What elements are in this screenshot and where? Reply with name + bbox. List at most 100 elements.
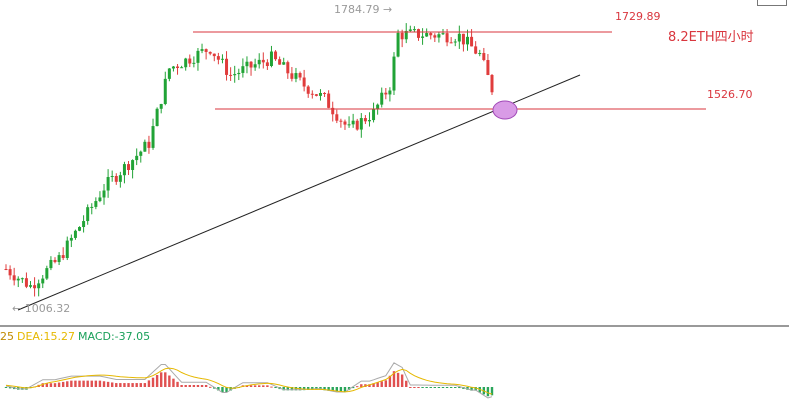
candle-body <box>384 92 388 95</box>
macd-bar <box>135 383 138 387</box>
candle-body <box>453 41 457 43</box>
ascending-trendline <box>17 74 581 311</box>
candle-body <box>61 255 65 259</box>
macd-bar <box>147 380 151 387</box>
macd-bar <box>409 387 412 388</box>
candle-body <box>192 62 196 64</box>
macd-bar <box>270 386 273 388</box>
candle-body <box>176 66 180 68</box>
high-price-label: 1784.79 → <box>334 3 392 16</box>
macd-bar <box>82 380 85 387</box>
candle-body <box>159 104 163 109</box>
macd-bar <box>217 387 220 391</box>
macd-dif-line <box>5 362 493 399</box>
macd-bar <box>327 387 330 391</box>
macd-bar <box>159 372 163 387</box>
support-test-highlight <box>492 100 518 120</box>
candle-body <box>73 230 77 238</box>
macd-bar <box>360 384 363 387</box>
candle-body <box>16 278 20 281</box>
candle-body <box>8 269 12 276</box>
macd-bar <box>331 387 334 392</box>
macd-bar <box>282 387 285 391</box>
candle-body <box>323 92 327 94</box>
candle-body <box>225 58 229 75</box>
macd-bar <box>372 383 375 387</box>
macd-bar <box>343 387 347 392</box>
candle-body <box>196 50 200 63</box>
macd-bar <box>49 383 53 387</box>
macd-bar <box>392 371 396 387</box>
macd-bar <box>131 383 134 387</box>
candle-body <box>200 49 204 51</box>
resistance-level-label: 1729.89 <box>615 10 661 23</box>
corner-box-icon <box>757 0 787 6</box>
macd-bar <box>110 382 114 387</box>
macd-bar <box>188 385 191 387</box>
macd-bar <box>356 386 359 388</box>
candle-body <box>249 61 253 68</box>
candle-body <box>404 30 408 40</box>
macd-bar <box>249 385 253 387</box>
candle-body <box>33 285 37 289</box>
macd-bar <box>74 380 77 387</box>
candle-body <box>45 268 49 279</box>
candle-body <box>184 58 188 68</box>
macd-legend: 25 DEA:15.27 MACD:-37.05 <box>0 330 150 343</box>
candle-body <box>94 201 98 207</box>
macd-dea-label: DEA:15.27 <box>17 330 75 343</box>
candle-body <box>408 29 412 31</box>
macd-bar <box>445 387 449 388</box>
candle-body <box>257 59 261 65</box>
candle-body <box>433 35 437 38</box>
candle-body <box>216 56 220 60</box>
candle-body <box>470 36 474 47</box>
candle-body <box>331 107 335 115</box>
macd-bar <box>376 382 379 387</box>
candle-body <box>437 34 441 38</box>
candle-body <box>167 68 171 79</box>
macd-bar <box>115 383 118 387</box>
candle-body <box>78 227 82 231</box>
candle-body <box>110 175 114 178</box>
candlestick-series <box>4 23 494 297</box>
macd-bar <box>380 381 383 387</box>
candle-body <box>24 278 28 287</box>
candle-body <box>49 259 53 269</box>
macd-bar <box>106 381 110 387</box>
candle-body <box>286 62 290 74</box>
macd-bar <box>143 383 147 387</box>
candle-body <box>29 285 33 287</box>
candle-body <box>465 36 469 45</box>
macd-bar <box>41 383 44 387</box>
candle-body <box>41 278 45 284</box>
candle-body <box>388 90 392 95</box>
macd-bar <box>209 386 212 388</box>
macd-bar <box>90 380 93 387</box>
candle-body <box>294 73 298 79</box>
macd-bar <box>262 385 265 387</box>
candle-body <box>127 164 131 170</box>
macd-bar <box>168 375 171 387</box>
candle-body <box>290 73 294 79</box>
macd-bar <box>98 380 102 387</box>
candle-body <box>208 51 212 54</box>
candle-body <box>416 29 420 38</box>
candle-body <box>339 120 343 122</box>
macd-bar <box>151 377 155 387</box>
macd-bar <box>225 387 228 393</box>
candle-body <box>474 46 478 54</box>
macd-bar <box>286 387 289 391</box>
candle-body <box>314 94 318 96</box>
candle-body <box>163 78 167 105</box>
candle-body <box>310 93 314 95</box>
candle-body <box>347 124 351 126</box>
candle-body <box>82 221 86 228</box>
candle-body <box>367 120 371 122</box>
macd-bar <box>94 380 98 387</box>
macd-bar <box>405 380 408 387</box>
macd-bar <box>458 387 461 389</box>
candle-body <box>274 51 278 60</box>
candle-body <box>376 104 380 109</box>
candle-body <box>457 33 461 42</box>
